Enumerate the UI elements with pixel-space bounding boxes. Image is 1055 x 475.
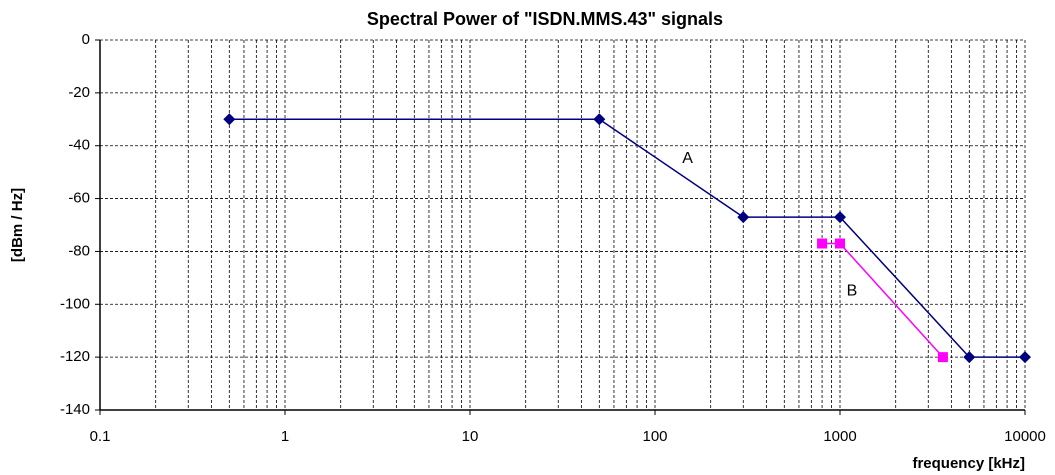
marker xyxy=(1019,351,1031,364)
annotation: B xyxy=(847,282,858,299)
y-tick-label: -120 xyxy=(60,348,90,365)
y-tick-label: -40 xyxy=(68,137,90,154)
marker xyxy=(834,211,846,224)
x-tick-label: 1 xyxy=(281,428,289,445)
x-tick-label: 100 xyxy=(642,428,667,445)
y-tick-label: -100 xyxy=(60,295,90,312)
annotation: A xyxy=(682,150,693,167)
y-tick-label: -20 xyxy=(68,84,90,101)
y-tick-label: -80 xyxy=(68,242,90,259)
marker xyxy=(737,211,750,224)
series-line xyxy=(229,118,1025,358)
marker xyxy=(937,352,948,363)
marker xyxy=(963,351,976,364)
x-tick-label: 1000 xyxy=(823,428,856,445)
x-tick-label: 10000 xyxy=(1004,428,1046,445)
y-tick-label: 0 xyxy=(82,31,90,48)
x-tick-label: 0.1 xyxy=(90,428,111,445)
chart-title: Spectral Power of "ISDN.MMS.43" signals xyxy=(367,9,723,29)
marker xyxy=(593,113,606,126)
marker xyxy=(835,238,845,249)
y-tick-label: -140 xyxy=(60,401,90,418)
marker xyxy=(223,113,236,126)
y-axis-label: [dBm / Hz] xyxy=(9,188,26,262)
marker xyxy=(817,238,828,249)
x-tick-label: 10 xyxy=(462,428,479,445)
x-axis-label: frequency [kHz] xyxy=(912,455,1025,472)
y-tick-label: -60 xyxy=(68,190,90,207)
